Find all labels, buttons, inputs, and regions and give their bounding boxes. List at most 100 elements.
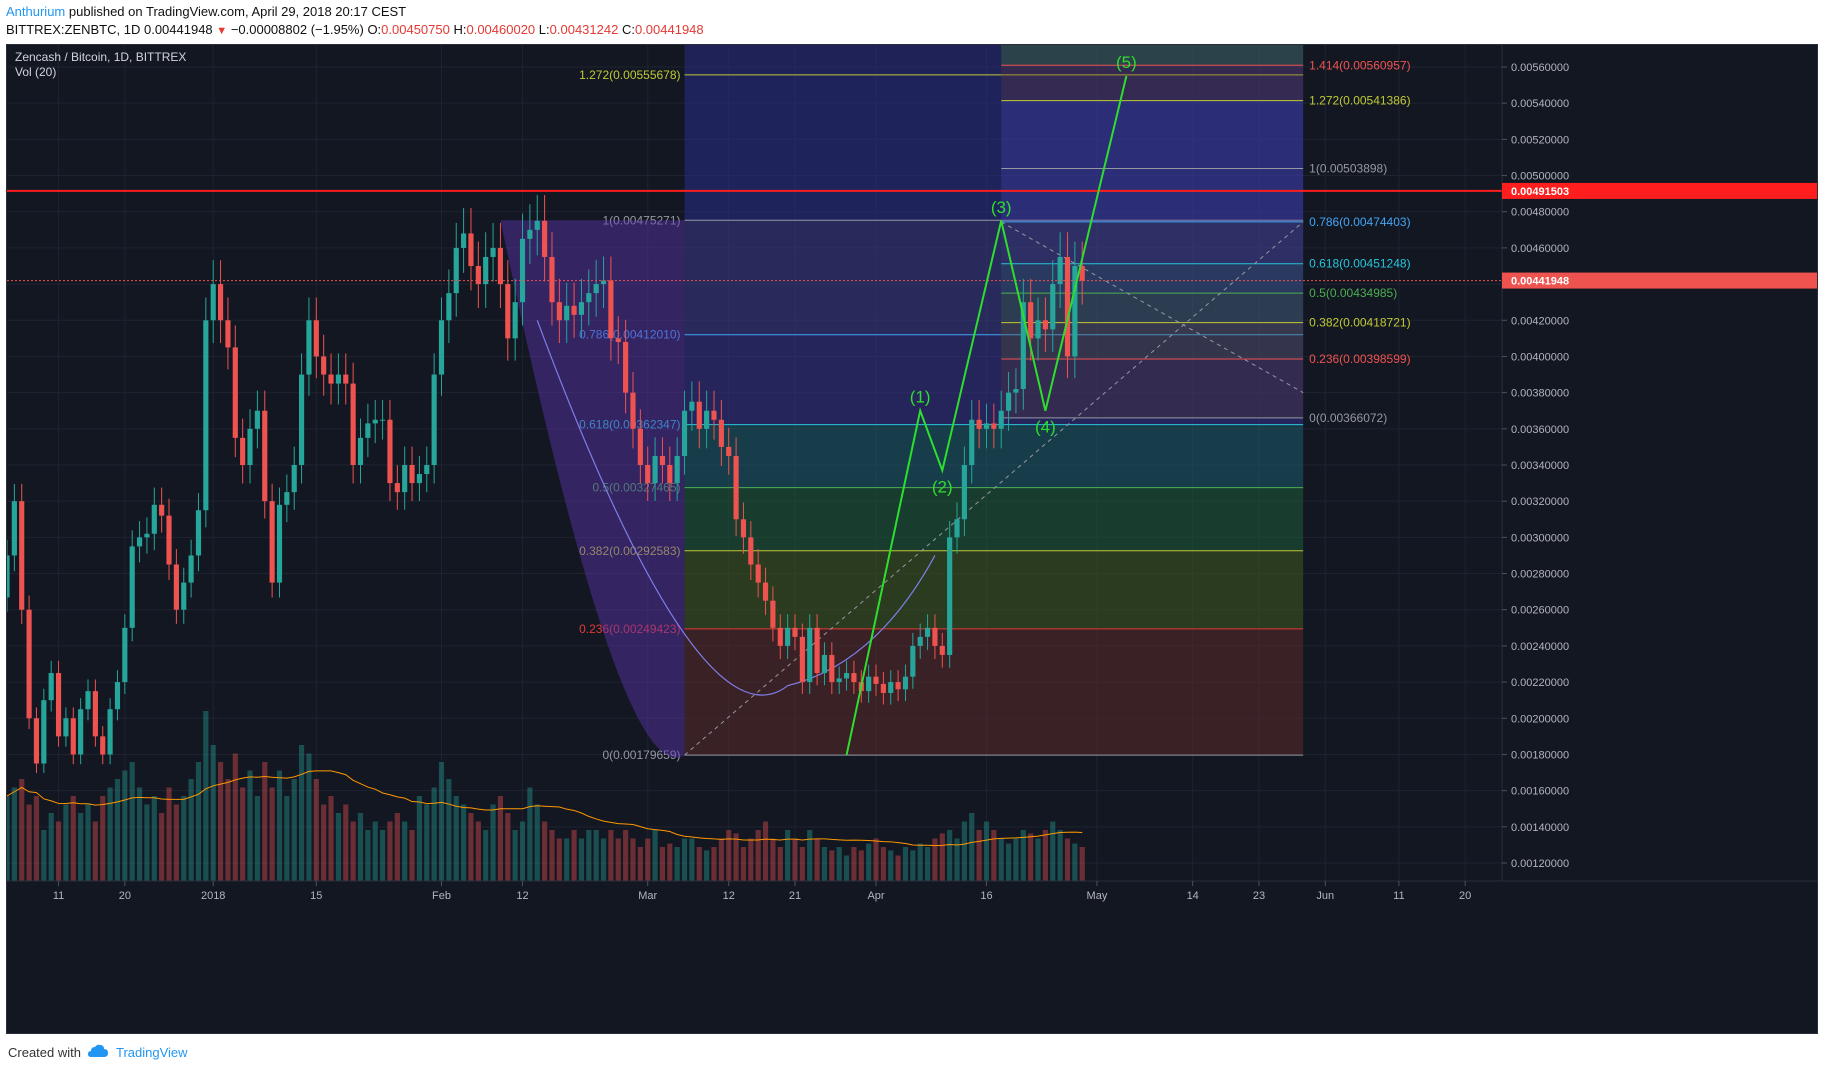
volume-bars <box>7 711 1085 881</box>
fib-zone <box>684 45 1304 75</box>
candle-body <box>122 627 128 683</box>
candle-body <box>726 446 732 456</box>
candle-body <box>276 504 283 583</box>
candle-body <box>711 410 717 420</box>
time-axis[interactable]: 11 20 2018 15 Feb 12 Mar 12 21 Apr 16 May 14 23 Jun 11 2… <box>7 880 1818 1034</box>
candle-body <box>1028 302 1034 339</box>
horizontal-lines <box>7 189 1502 282</box>
volume-bar <box>512 830 518 881</box>
price-tick-label: 0.00560000 <box>1511 62 1569 74</box>
candle-body <box>733 455 739 520</box>
time-tick-label: 21 <box>789 890 801 902</box>
candle-body <box>821 654 828 674</box>
volume-bar <box>240 787 246 881</box>
volume-bar <box>711 847 717 881</box>
candle-body <box>534 220 540 230</box>
candle-body <box>947 537 953 655</box>
volume-bar <box>947 830 953 881</box>
fib-zone <box>1001 100 1304 169</box>
volume-bar <box>41 830 47 881</box>
time-tick-label: 2018 <box>201 890 225 902</box>
volume-bar <box>740 847 747 881</box>
candle-body <box>836 678 842 683</box>
volume-bar <box>1005 843 1012 881</box>
candle-body <box>387 419 393 484</box>
price-chart[interactable]: 1.272(0.00555678) 1(0.00475271) 0.786(0.00… <box>7 45 1818 1034</box>
candle-body <box>954 519 960 538</box>
candle-body <box>549 256 555 303</box>
volume-bar <box>70 796 76 881</box>
volume-bar <box>1035 838 1041 881</box>
volume-bar <box>497 796 504 881</box>
volume-bar <box>785 830 791 881</box>
candle-body <box>284 492 290 505</box>
price-tick-label: 0.00320000 <box>1511 496 1569 508</box>
candle-body <box>785 627 791 646</box>
volume-bar <box>468 813 474 881</box>
volume-bar <box>571 830 577 881</box>
price-axis[interactable]: 0.00560000 0.00540000 0.00520000 0.00500000… <box>1501 45 1818 1034</box>
candle-body <box>299 374 305 465</box>
fib-level-label: 0.618(0.00451248) <box>1309 257 1410 271</box>
candle-body <box>652 455 658 484</box>
volume-bar <box>85 804 91 881</box>
fib-level-label: 0.786(0.00412010) <box>579 328 680 342</box>
fib-level-label: 1.414(0.00560957) <box>1309 58 1410 72</box>
candle-body <box>542 220 548 257</box>
volume-bar <box>674 847 680 881</box>
tradingview-cloud-icon[interactable] <box>87 1042 109 1062</box>
volume-bar <box>623 830 629 881</box>
candle-body <box>159 504 165 516</box>
volume-bar <box>969 813 975 881</box>
time-tick-label: 11 <box>53 890 64 902</box>
volume-bar <box>505 813 511 881</box>
volume-bar <box>33 796 40 881</box>
candle-body <box>1057 256 1063 285</box>
volume-bar <box>490 804 496 881</box>
time-tick-label: 14 <box>1187 890 1199 902</box>
candle-body <box>1064 256 1071 357</box>
price-tick-label: 0.00220000 <box>1511 677 1569 689</box>
candle-body <box>313 320 319 357</box>
volume-bar <box>932 838 938 881</box>
candle-body <box>306 320 312 375</box>
price-tick-label: 0.00120000 <box>1511 858 1569 870</box>
price-tick-label: 0.00480000 <box>1511 207 1569 219</box>
symbol-label: BITTREX:ZENBTC, 1D <box>6 22 141 37</box>
change-arrow-icon: ▼ <box>216 25 228 37</box>
fib-level-label: 0(0.00366072) <box>1309 411 1387 425</box>
fib-level-label: 0(0.00179659) <box>602 748 680 762</box>
author-link[interactable]: Anthurium <box>6 4 66 19</box>
volume-bar <box>291 779 297 881</box>
candle-body <box>107 709 113 755</box>
candle-body <box>41 700 47 764</box>
candle-body <box>55 673 62 737</box>
time-tick-label: 20 <box>119 890 131 902</box>
candle-body <box>851 673 857 683</box>
volume-bar <box>446 779 452 881</box>
candle-body <box>181 582 187 610</box>
tradingview-link[interactable]: TradingView <box>116 1045 188 1060</box>
volume-bar <box>438 762 445 881</box>
candle-body <box>689 401 695 411</box>
candle-body <box>217 284 224 321</box>
volume-bar <box>549 830 555 881</box>
volume-bar <box>321 804 327 881</box>
candle-body <box>910 645 916 677</box>
volume-bar <box>55 821 62 881</box>
candle-body <box>556 302 562 321</box>
fib-circle-region <box>500 220 685 758</box>
volume-bar <box>888 850 894 881</box>
candle-body <box>623 341 629 393</box>
volume-bar <box>542 821 548 881</box>
volume-bar <box>48 813 54 881</box>
close-label: C: <box>621 22 635 37</box>
price-tick-label: 0.00200000 <box>1511 713 1569 725</box>
volume-bar <box>939 833 945 881</box>
chart-pane[interactable]: 1.272(0.00555678) 1(0.00475271) 0.786(0.00… <box>6 44 1818 1034</box>
candle-body <box>600 280 607 285</box>
candle-body <box>1035 320 1041 339</box>
published-text: published on TradingView.com, April 29, … <box>68 4 407 19</box>
volume-bar <box>777 847 783 881</box>
volume-bar <box>159 813 165 881</box>
